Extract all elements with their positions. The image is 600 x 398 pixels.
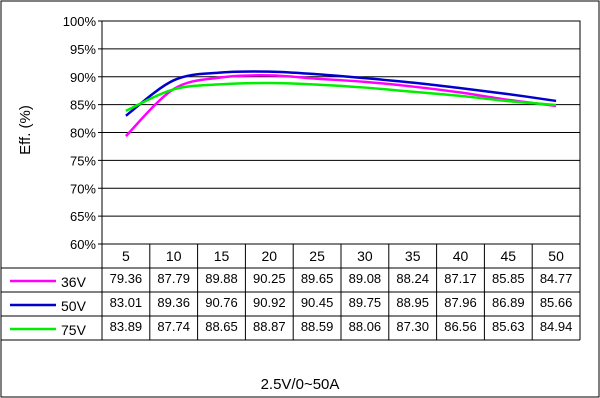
x-tick-label: 5 bbox=[122, 248, 130, 264]
table-cell: 87.30 bbox=[396, 319, 429, 334]
table-cell: 88.59 bbox=[301, 319, 334, 334]
series-line-36V bbox=[125, 74, 557, 137]
y-axis-ticks: 100% 95% 90% 85% 80% 75% 70% 65% 60% bbox=[63, 14, 97, 252]
x-axis-label: 2.5V/0~50A bbox=[261, 376, 340, 393]
table-cell: 90.76 bbox=[205, 295, 238, 310]
x-tick-label: 35 bbox=[405, 248, 421, 264]
table-cell: 89.75 bbox=[349, 295, 382, 310]
table-cell: 87.17 bbox=[444, 271, 477, 286]
table-cell: 90.92 bbox=[253, 295, 286, 310]
table-cell: 83.89 bbox=[110, 319, 143, 334]
table-cell: 89.65 bbox=[301, 271, 334, 286]
legend-label-36V: 36V bbox=[61, 274, 87, 290]
x-tick-label: 15 bbox=[214, 248, 230, 264]
x-tick-label: 10 bbox=[166, 248, 182, 264]
x-tick-label: 50 bbox=[548, 248, 564, 264]
table-cell: 88.95 bbox=[396, 295, 429, 310]
table-cell: 88.65 bbox=[205, 319, 238, 334]
y-tick-label: 70% bbox=[70, 181, 96, 196]
legend-label-75V: 75V bbox=[61, 322, 87, 338]
x-axis-ticks: 5 10 15 20 25 30 35 40 45 50 bbox=[122, 248, 564, 264]
table-cell: 87.79 bbox=[157, 271, 190, 286]
y-tick-label: 75% bbox=[70, 153, 96, 168]
series-lines bbox=[125, 70, 557, 137]
table-cell: 79.36 bbox=[110, 271, 143, 286]
y-tick-label: 100% bbox=[63, 14, 97, 29]
table-cell: 85.63 bbox=[492, 319, 525, 334]
table-cell: 84.77 bbox=[540, 271, 573, 286]
y-tick-label: 60% bbox=[70, 237, 96, 252]
data-table bbox=[1, 244, 581, 341]
table-cell: 88.06 bbox=[349, 319, 382, 334]
x-tick-label: 25 bbox=[309, 248, 325, 264]
y-tick-label: 85% bbox=[70, 98, 96, 113]
table-cell: 89.36 bbox=[157, 295, 190, 310]
table-cell: 85.66 bbox=[540, 295, 573, 310]
data-table-cells: 79.36 87.79 89.88 90.25 89.65 89.08 88.24 87.17… bbox=[110, 271, 573, 334]
series-line-75V bbox=[125, 81, 557, 112]
x-tick-label: 40 bbox=[453, 248, 469, 264]
table-cell: 85.85 bbox=[492, 271, 525, 286]
x-tick-label: 20 bbox=[262, 248, 278, 264]
table-cell: 86.89 bbox=[492, 295, 525, 310]
table-cell: 90.25 bbox=[253, 271, 286, 286]
x-tick-label: 45 bbox=[501, 248, 517, 264]
y-tick-label: 90% bbox=[70, 70, 96, 85]
table-cell: 87.96 bbox=[444, 295, 477, 310]
series-line-50V bbox=[125, 70, 557, 117]
y-tick-label: 80% bbox=[70, 126, 96, 141]
legend-label-50V: 50V bbox=[61, 298, 87, 314]
table-cell: 83.01 bbox=[110, 295, 143, 310]
y-axis-label: Eff. (%) bbox=[17, 105, 34, 155]
legend: 36V 50V 75V bbox=[10, 274, 87, 338]
table-cell: 88.24 bbox=[396, 271, 429, 286]
table-cell: 84.94 bbox=[540, 319, 573, 334]
table-cell: 90.45 bbox=[301, 295, 334, 310]
y-tick-label: 65% bbox=[70, 209, 96, 224]
table-cell: 88.87 bbox=[253, 319, 286, 334]
table-cell: 87.74 bbox=[157, 319, 190, 334]
table-cell: 89.88 bbox=[205, 271, 238, 286]
y-tick-label: 95% bbox=[70, 42, 96, 57]
table-cell: 89.08 bbox=[349, 271, 382, 286]
table-cell: 86.56 bbox=[444, 319, 477, 334]
x-tick-label: 30 bbox=[357, 248, 373, 264]
